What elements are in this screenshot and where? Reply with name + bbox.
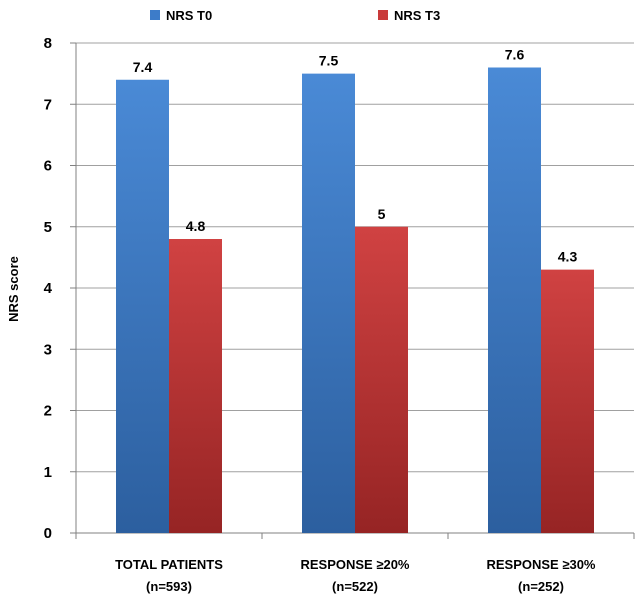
x-tick-label: (n=252) <box>518 579 564 594</box>
data-label: 7.4 <box>133 59 153 75</box>
data-label: 7.6 <box>505 47 525 63</box>
data-label: 7.5 <box>319 53 339 69</box>
bar-t0-1 <box>302 73 355 533</box>
y-tick-label: 7 <box>44 96 52 113</box>
bar-t3-1 <box>355 226 408 533</box>
x-tick-label: RESPONSE ≥20% <box>300 557 409 572</box>
x-tick-label: RESPONSE ≥30% <box>486 557 595 572</box>
data-label: 4.8 <box>186 218 206 234</box>
y-tick-label: 4 <box>44 280 53 297</box>
legend-swatch-t3 <box>378 10 388 20</box>
legend: NRS T0 NRS T3 <box>150 8 440 23</box>
y-tick-label: 1 <box>44 464 52 481</box>
data-label: 5 <box>378 206 386 222</box>
y-tick-label: 0 <box>44 525 52 542</box>
y-tick-label: 5 <box>44 219 52 236</box>
y-tick-label: 2 <box>44 403 52 420</box>
y-tick-label: 8 <box>44 35 52 52</box>
bar-t0-2 <box>488 67 541 533</box>
bar-t3-2 <box>541 269 594 533</box>
bars <box>116 67 594 533</box>
legend-label: NRS T0 <box>166 8 212 23</box>
data-label: 4.3 <box>558 249 578 265</box>
y-axis-title: NRS score <box>6 256 21 322</box>
x-tick-label: (n=593) <box>146 579 192 594</box>
x-tick-label: (n=522) <box>332 579 378 594</box>
legend-swatch-t0 <box>150 10 160 20</box>
bar-t0-0 <box>116 79 169 533</box>
x-tick-label: TOTAL PATIENTS <box>115 557 223 572</box>
legend-label: NRS T3 <box>394 8 440 23</box>
bar-t3-0 <box>169 239 222 533</box>
y-tick-label: 3 <box>44 341 52 358</box>
data-labels: 7.4 4.8 7.5 5 7.6 4.3 <box>133 47 578 265</box>
y-tick-label: 6 <box>44 158 52 175</box>
